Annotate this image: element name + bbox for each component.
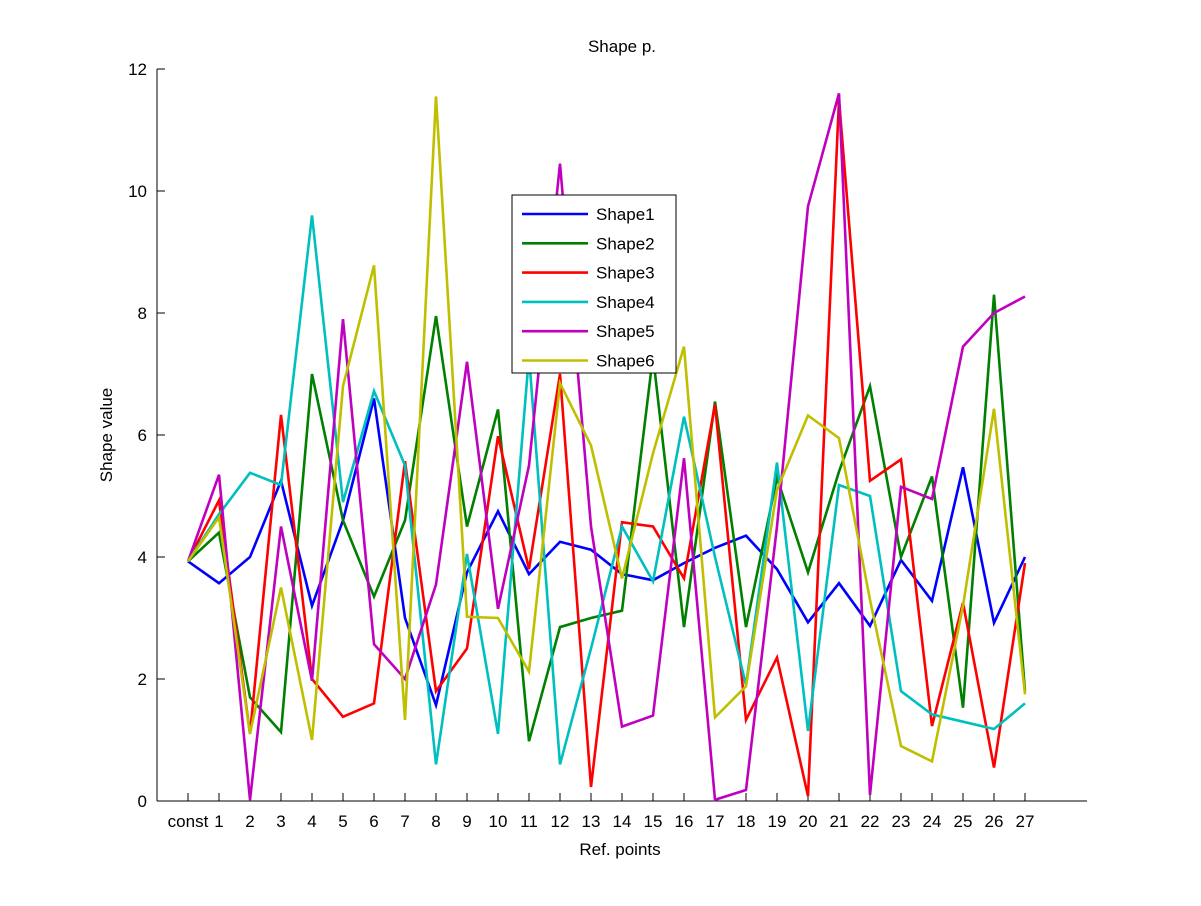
- x-tick-label: 8: [431, 812, 440, 831]
- x-tick-label: 9: [462, 812, 471, 831]
- x-tick-label: 14: [613, 812, 632, 831]
- legend-label: Shape3: [596, 264, 655, 283]
- x-tick-label: 19: [768, 812, 787, 831]
- x-tick-label: 11: [520, 812, 538, 831]
- x-tick-label: 18: [737, 812, 756, 831]
- x-tick-label: 26: [985, 812, 1004, 831]
- series-line-shape3: [186, 99, 1027, 797]
- x-tick-label: 20: [799, 812, 818, 831]
- y-tick-label: 4: [138, 548, 147, 567]
- y-tick-label: 6: [138, 426, 147, 445]
- axes: const 1 2 3 4 5 6 7 8 9 10 11 12 13 14 15 16 17 18 19 20 21 22…: [128, 60, 1087, 831]
- y-tick-label: 2: [138, 670, 147, 689]
- legend-label: Shape1: [596, 205, 655, 224]
- x-tick-label: 16: [675, 812, 694, 831]
- x-tick-label: 5: [338, 812, 347, 831]
- x-tick-label: 13: [582, 812, 601, 831]
- x-tick-label: 10: [489, 812, 508, 831]
- legend-label: Shape4: [596, 293, 655, 312]
- x-tick-label: 17: [706, 812, 725, 831]
- x-axis-label: Ref. points: [579, 840, 660, 859]
- x-tick-label: const: [168, 812, 209, 831]
- y-axis-label: Shape value: [97, 388, 116, 483]
- chart-title: Shape p.: [588, 37, 656, 56]
- x-tick-label: 1: [214, 812, 223, 831]
- legend-label: Shape6: [596, 352, 655, 371]
- legend-box: [511, 194, 677, 374]
- y-tick-label: 10: [128, 182, 147, 201]
- x-tick-label: 23: [892, 812, 911, 831]
- x-tick-label: 2: [245, 812, 254, 831]
- x-tick-label: 3: [276, 812, 285, 831]
- y-tick-label: 12: [128, 60, 147, 79]
- series-line-shape6: [186, 96, 1027, 764]
- x-tick-label: 27: [1016, 812, 1035, 831]
- x-tick-label: 24: [923, 812, 942, 831]
- legend: Shape1 Shape2 Shape3 Shape4 Shape5 Shape6: [511, 194, 677, 374]
- x-tick-label: 6: [369, 812, 378, 831]
- x-tick-label: 22: [861, 812, 880, 831]
- legend-label: Shape5: [596, 322, 655, 341]
- x-tick-label: 21: [830, 812, 849, 831]
- series-line-shape4: [186, 215, 1026, 765]
- x-tick-label: 7: [400, 812, 409, 831]
- x-tick-label: 15: [644, 812, 663, 831]
- x-tick-label: 4: [307, 812, 316, 831]
- y-tick-label: 8: [138, 304, 147, 323]
- y-tick-label: 0: [138, 792, 147, 811]
- legend-label: Shape2: [596, 234, 655, 253]
- series-line-shape5: [186, 93, 1026, 802]
- x-tick-label: 12: [551, 812, 570, 831]
- series-lines: [186, 93, 1027, 802]
- x-tick-label: 25: [954, 812, 973, 831]
